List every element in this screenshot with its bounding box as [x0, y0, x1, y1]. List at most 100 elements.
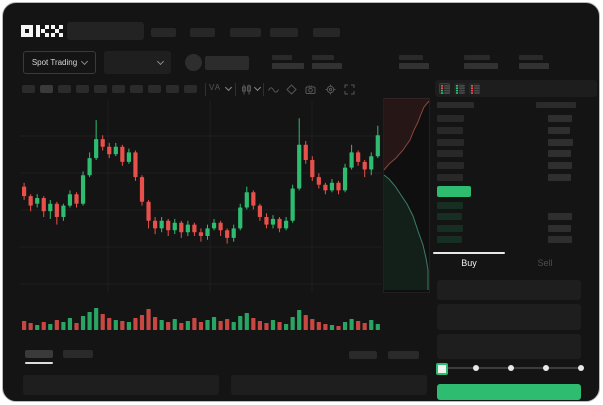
coin-avatar — [185, 54, 202, 71]
volume-bar — [22, 321, 27, 330]
interval-button[interactable] — [166, 85, 179, 93]
ask-row-price[interactable] — [437, 162, 464, 170]
pair-action-button[interactable] — [205, 56, 249, 70]
bottom-active-tab-underline — [25, 362, 53, 364]
draw-tools-icon[interactable] — [286, 84, 297, 95]
bids-depth-area — [384, 175, 428, 290]
buy-submit-button[interactable] — [437, 384, 581, 400]
interval-button[interactable] — [58, 85, 71, 93]
candle-body — [297, 144, 302, 189]
interval-button[interactable] — [40, 85, 53, 93]
candle-body — [349, 152, 354, 168]
volume-bar — [74, 323, 79, 330]
ask-row-price[interactable] — [437, 126, 463, 134]
fullscreen-icon[interactable] — [344, 84, 355, 95]
bid-row-price[interactable] — [437, 213, 462, 221]
candle-body — [323, 184, 328, 191]
stat-value — [519, 63, 549, 69]
toggle-dot — [471, 87, 473, 89]
interval-button[interactable] — [184, 85, 197, 93]
candle-body — [284, 220, 289, 229]
book-bids-icon[interactable] — [454, 83, 465, 94]
interval-button[interactable] — [112, 85, 125, 93]
book-all-icon[interactable] — [439, 83, 450, 94]
bid-row-price[interactable] — [437, 236, 462, 244]
bid-row-price[interactable] — [437, 202, 463, 209]
candle-body — [100, 139, 105, 147]
camera-icon[interactable] — [305, 84, 316, 95]
stat-label — [464, 55, 490, 60]
candle-body — [231, 228, 236, 238]
volume-bar — [146, 309, 151, 330]
slider-stop[interactable] — [508, 365, 514, 371]
stat-label — [399, 55, 423, 60]
candle-body — [185, 224, 190, 233]
slider-stop[interactable] — [473, 365, 479, 371]
indicator-button[interactable]: VA — [209, 83, 222, 92]
candlestick-chart[interactable] — [20, 101, 382, 337]
order-input-2[interactable] — [437, 304, 581, 330]
candle-style-icon[interactable] — [241, 84, 252, 95]
pair-selector-dropdown[interactable] — [104, 51, 171, 74]
toolbar-divider — [263, 83, 264, 96]
stat-label — [272, 55, 292, 60]
volume-bar — [329, 325, 335, 330]
nav-item[interactable] — [270, 28, 298, 37]
volume-bar — [349, 319, 354, 330]
bottom-action[interactable] — [349, 351, 377, 359]
nav-item[interactable] — [313, 28, 340, 37]
market-type-dropdown[interactable]: Spot Trading — [23, 51, 96, 74]
order-input-1[interactable] — [437, 280, 581, 300]
candle-body — [87, 158, 92, 176]
bottom-action[interactable] — [388, 351, 419, 359]
tab-buy[interactable]: Buy — [433, 255, 505, 271]
tab-sell[interactable]: Sell — [505, 255, 585, 271]
interval-button[interactable] — [22, 85, 35, 93]
ticker-stats — [3, 55, 599, 71]
volume-bar — [172, 319, 177, 330]
slider-stop[interactable] — [578, 365, 584, 371]
search-input[interactable] — [67, 22, 144, 40]
interval-button[interactable] — [94, 85, 107, 93]
candle-body — [192, 224, 197, 233]
volume-bar — [342, 322, 348, 330]
ask-row-price[interactable] — [437, 174, 463, 181]
candle-body — [225, 230, 230, 238]
bid-row-price[interactable] — [437, 224, 463, 232]
okx-logo[interactable] — [21, 24, 63, 38]
candle-body — [159, 220, 164, 229]
toolbar-divider — [235, 83, 236, 96]
nav-item[interactable] — [190, 28, 215, 37]
volume-bar — [28, 323, 33, 330]
wave-indicator-icon[interactable] — [268, 84, 279, 95]
nav-item[interactable] — [230, 28, 261, 37]
candle-body — [264, 217, 269, 225]
slider-stop[interactable] — [543, 365, 549, 371]
book-asks-icon[interactable] — [469, 83, 480, 94]
toggle-line — [459, 92, 465, 94]
interval-button[interactable] — [76, 85, 89, 93]
bottom-tab[interactable] — [25, 350, 53, 358]
toggle-line — [474, 87, 480, 89]
volume-bar — [284, 324, 289, 330]
settings-icon[interactable] — [325, 84, 336, 95]
nav-item[interactable] — [151, 28, 176, 37]
volume-bar — [100, 314, 105, 330]
order-input-3[interactable] — [437, 334, 581, 359]
bottom-tab[interactable] — [63, 350, 93, 358]
ticker-stat — [519, 55, 559, 71]
interval-button[interactable] — [130, 85, 143, 93]
slider-handle[interactable] — [436, 363, 448, 375]
volume-bar — [61, 322, 66, 330]
interval-button[interactable] — [148, 85, 161, 93]
ask-row-price[interactable] — [437, 115, 464, 122]
toggle-line — [459, 87, 465, 89]
candle-body — [342, 167, 348, 191]
depth-chart[interactable] — [383, 98, 430, 293]
volume-bar — [251, 318, 256, 330]
ask-row-price[interactable] — [437, 138, 464, 146]
ask-row-price[interactable] — [437, 150, 463, 158]
last-price-badge[interactable] — [437, 186, 471, 197]
candle-body — [94, 139, 99, 159]
